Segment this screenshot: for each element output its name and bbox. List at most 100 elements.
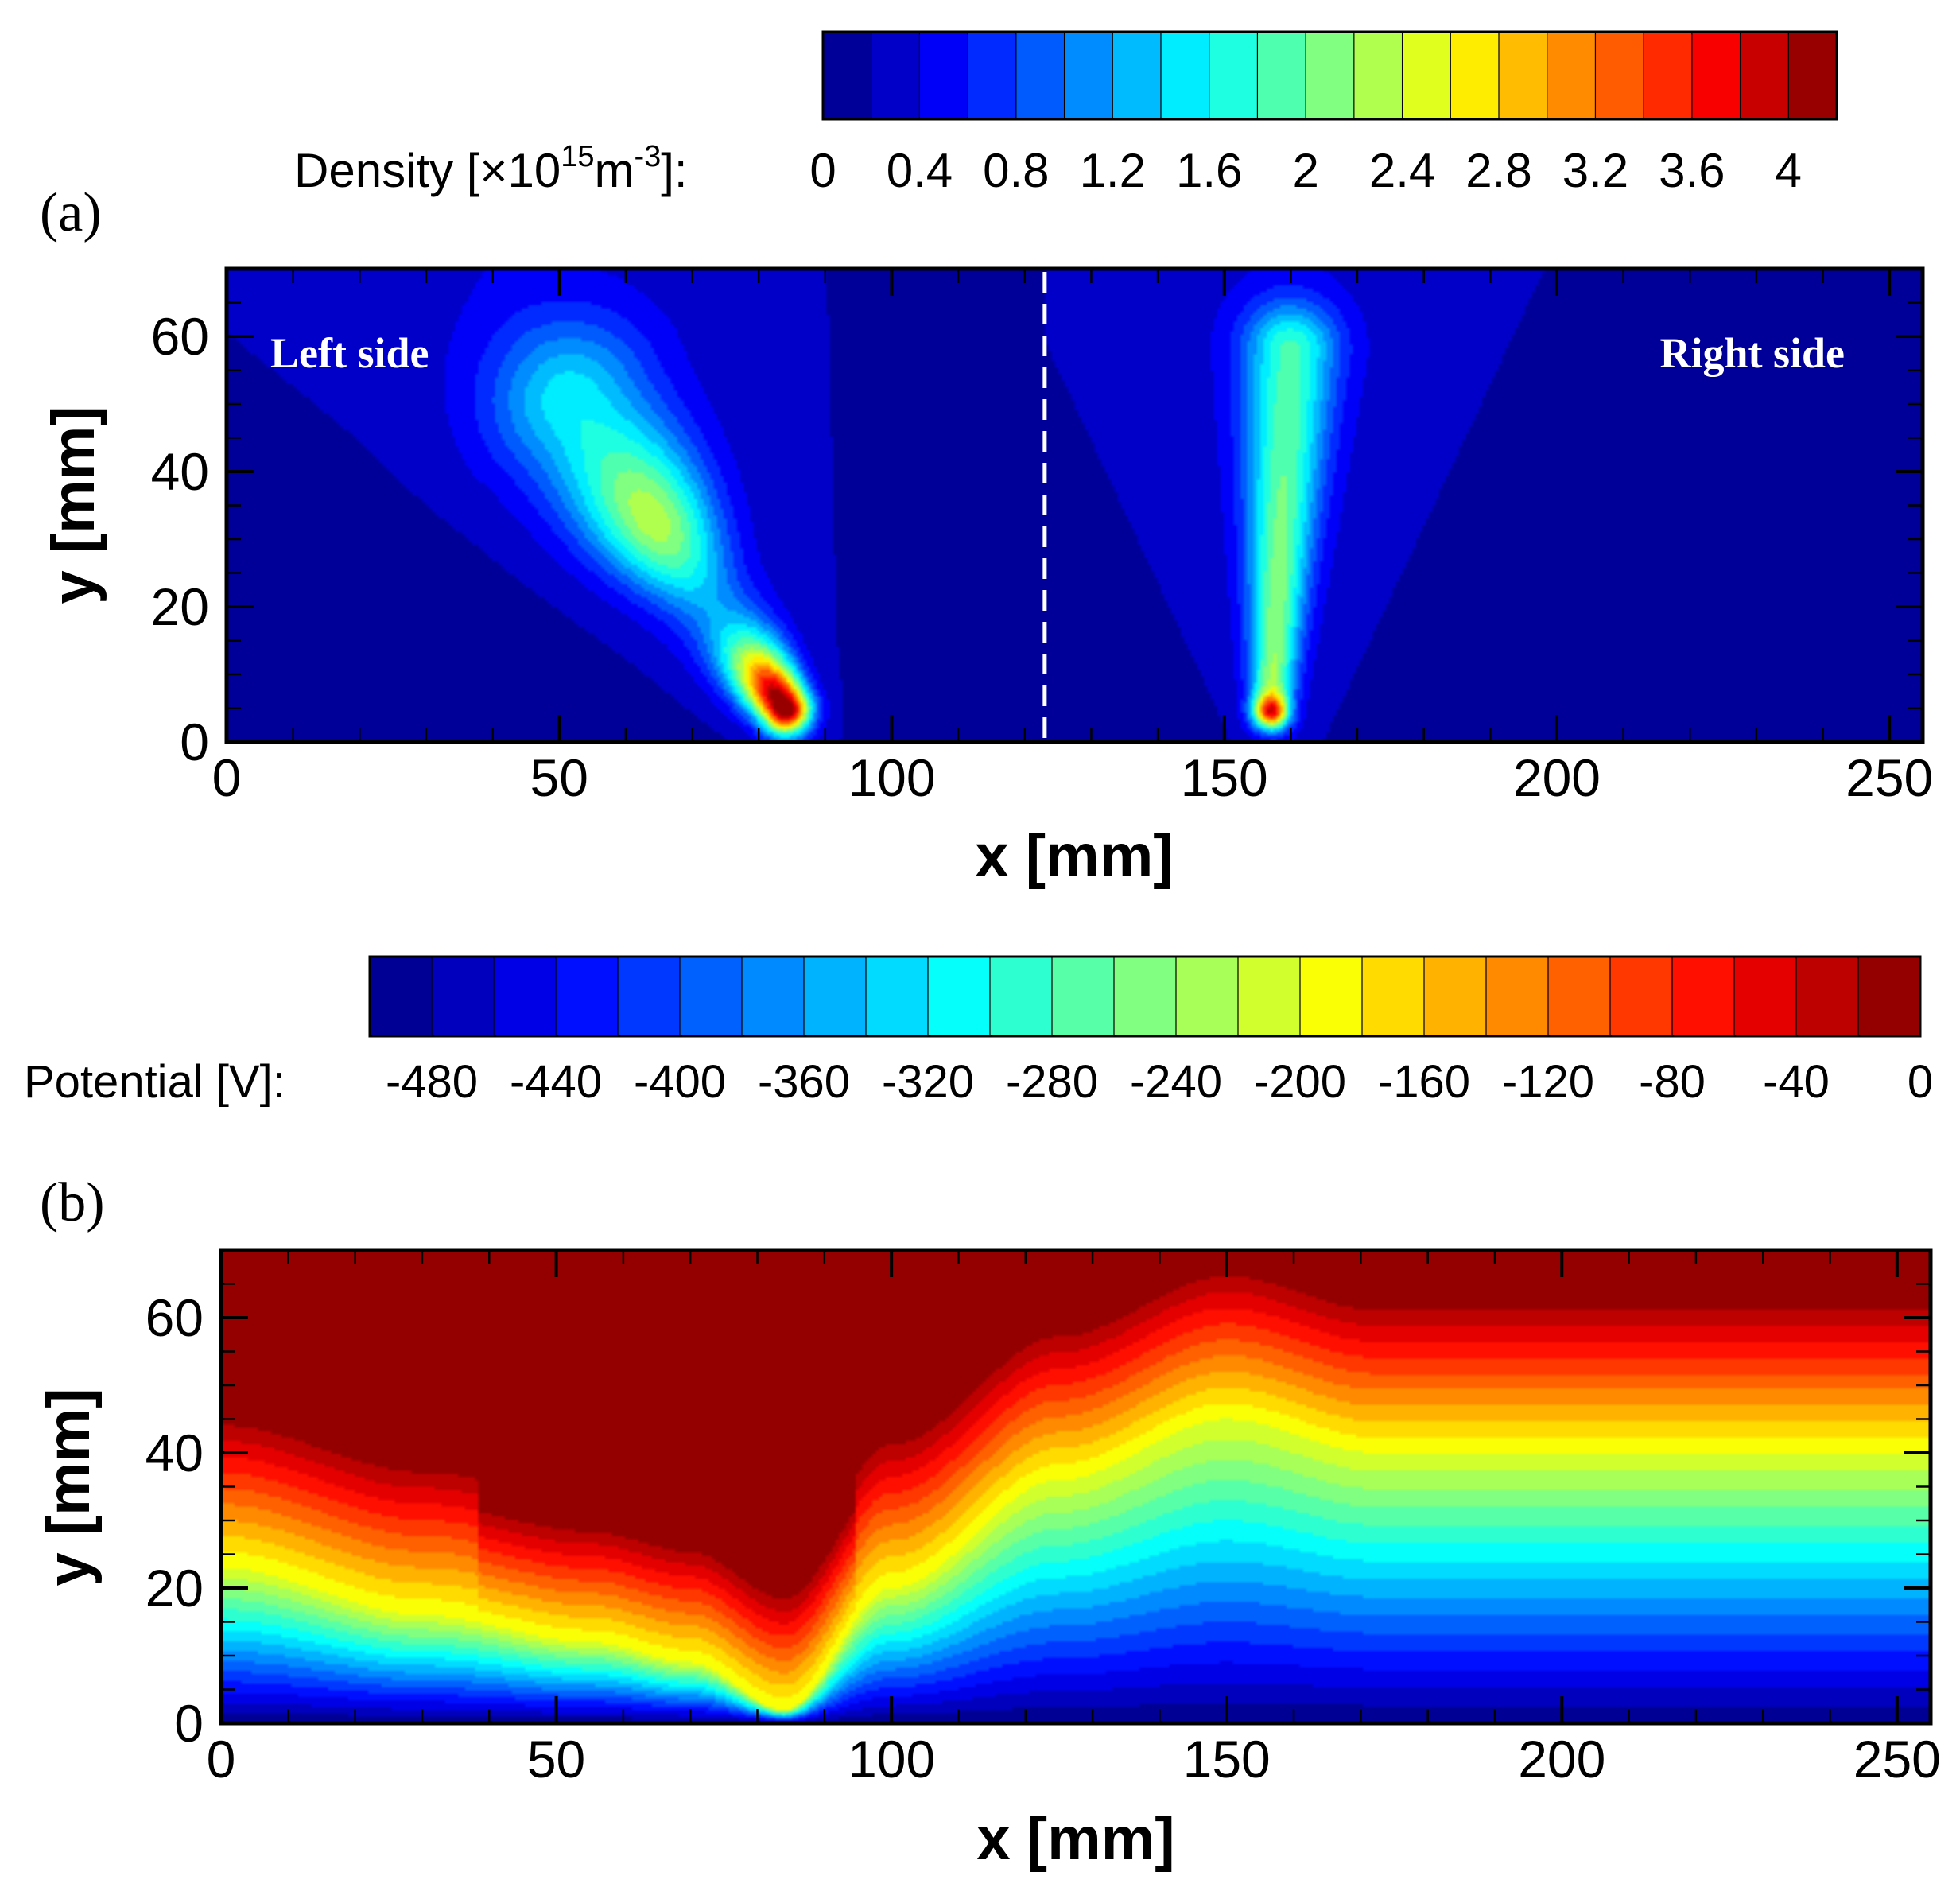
colorbar-a-swatch [1305,31,1355,120]
colorbar-a-frame [821,30,1838,121]
colorbar-a-swatch [1498,31,1548,120]
plot-b-x-tick-label: 0 [207,1730,236,1788]
plot-b-x-tick-label: 200 [1518,1730,1605,1788]
colorbar-b-swatch [1423,956,1488,1037]
plot-b-y-tick-label: 0 [174,1694,204,1753]
colorbar-a-swatch [822,31,872,120]
plot-a-x-tick-label: 0 [212,748,242,807]
colorbar-a-tick-label: 0 [809,144,836,197]
colorbar-a-tick-label: 2 [1292,144,1318,197]
colorbar-b-swatches [369,956,1922,1037]
colorbar-b-swatch [803,956,867,1037]
panel-a-label: (a) [40,182,102,243]
plot-b-x-tick-label: 150 [1183,1730,1271,1788]
colorbar-b-tick-label: -120 [1502,1056,1594,1108]
colorbar-a-tick-label: 2.8 [1465,144,1531,197]
plot-a: Left side Right side 0 50 100 150 200 250 0 20 4… [40,266,1933,890]
colorbar-a-swatch [1353,31,1403,120]
colorbar-a-swatch [1401,31,1452,120]
left-side-label: Left side [270,329,429,377]
colorbar-b-swatch [679,956,743,1037]
colorbar-b-frame [368,955,1922,1038]
plot-a-y-tick-label: 0 [180,713,209,771]
colorbar-b-tick-label: -280 [1006,1056,1098,1108]
colorbar-a-tick-label: 1.2 [1080,144,1146,197]
colorbar-b-swatch [493,956,557,1037]
plot-b-frame [219,1248,1933,1726]
colorbar-a-swatch [918,31,969,120]
colorbar-b-swatch [1299,956,1364,1037]
colorbar-b-swatch [865,956,930,1037]
colorbar-b-swatch [1733,956,1798,1037]
colorbar-a-swatch [1643,31,1693,120]
colorbar-b-swatch [1609,956,1674,1037]
colorbar-b-swatch [555,956,619,1037]
plot-b-y-tick-label: 40 [146,1423,204,1482]
colorbar-b-swatch [1485,956,1550,1037]
plot-a-x-tick-label: 150 [1181,748,1268,807]
colorbar-a-swatch [1256,31,1307,120]
colorbar-a-swatch [1015,31,1065,120]
colorbar-b-swatch [927,956,992,1037]
colorbar-b-swatch [1175,956,1240,1037]
colorbar-b-tick-label: 0 [1908,1056,1933,1108]
colorbar-a-swatch [1787,31,1838,120]
colorbar-b-label: Potential [V]: [24,1056,285,1108]
colorbar-b-swatch [431,956,495,1037]
colorbar-b-tick-label: -440 [510,1056,602,1108]
colorbar-b-swatch [1113,956,1178,1037]
colorbar-a-tick-label: 2.4 [1369,144,1435,197]
colorbar-b-tick-label: -80 [1639,1056,1706,1108]
colorbar-a-swatch [1547,31,1597,120]
density-field [227,269,1923,742]
colorbar-a-swatch [1063,31,1114,120]
plot-b-x-tick-label: 250 [1853,1730,1941,1788]
colorbar-a-swatch [1739,31,1790,120]
plot-a-y-tick-label: 60 [151,307,209,366]
colorbar-a-tick-label: 4 [1776,144,1802,197]
potential-field [221,1250,1931,1723]
colorbar-a-swatch [1209,31,1259,120]
colorbar-a-tick-label: 0.4 [887,144,953,197]
colorbar-a-swatch [967,31,1017,120]
colorbar-a-ticks: 0 0.4 0.8 1.2 1.6 2 2.4 2.8 3.2 3.6 4 [809,144,1802,197]
colorbar-a: 0 0.4 0.8 1.2 1.6 2 2.4 2.8 3.2 3.6 4 Density [×10… [294,30,1838,197]
colorbar-b-swatch [741,956,805,1037]
colorbar-a-swatch [1691,31,1741,120]
colorbar-a-label: Density [×1015m-3]: [294,140,688,197]
plot-b-y-tick-label: 60 [146,1288,204,1347]
plot-b-x-tick-label: 50 [527,1730,585,1788]
plot-b-xlabel: x [mm] [976,1805,1174,1873]
colorbar-b-swatch [1237,956,1302,1037]
colorbar-a-tick-label: 0.8 [983,144,1049,197]
plot-a-frame [224,266,1925,744]
colorbar-a-swatch [1594,31,1645,120]
colorbar-a-swatch [1160,31,1210,120]
plot-b-y-tick-label: 20 [146,1559,204,1617]
colorbar-a-swatch [871,31,921,120]
colorbar-b-swatch [1795,956,1860,1037]
colorbar-a-tick-label: 1.6 [1176,144,1242,197]
plot-a-x-tick-label: 250 [1846,748,1933,807]
colorbar-b-swatch [1051,956,1116,1037]
right-side-label: Right side [1659,329,1845,377]
colorbar-b-tick-label: -400 [634,1056,726,1108]
colorbar-b-swatch [1857,956,1922,1037]
colorbar-b-tick-label: -200 [1254,1056,1346,1108]
plot-a-y-tick-label: 40 [151,442,209,501]
colorbar-a-swatches [822,31,1838,120]
plot-a-y-tick-label: 20 [151,577,209,636]
colorbar-b-tick-label: -160 [1378,1056,1470,1108]
colorbar-a-swatch [1112,31,1162,120]
plot-b-axes: 0 50 100 150 200 250 0 20 40 60 [146,1249,1941,1788]
colorbar-a-tick-label: 3.2 [1562,144,1628,197]
plot-b-x-tick-label: 100 [848,1730,935,1788]
colorbar-a-swatch [1450,31,1500,120]
colorbar-b-tick-label: -40 [1763,1056,1830,1108]
colorbar-b-swatch [617,956,681,1037]
colorbar-a-tick-label: 3.6 [1659,144,1725,197]
colorbar-b-swatch [369,956,433,1037]
plot-b-ylabel: y [mm] [35,1388,103,1586]
colorbar-b-tick-label: -360 [758,1056,850,1108]
